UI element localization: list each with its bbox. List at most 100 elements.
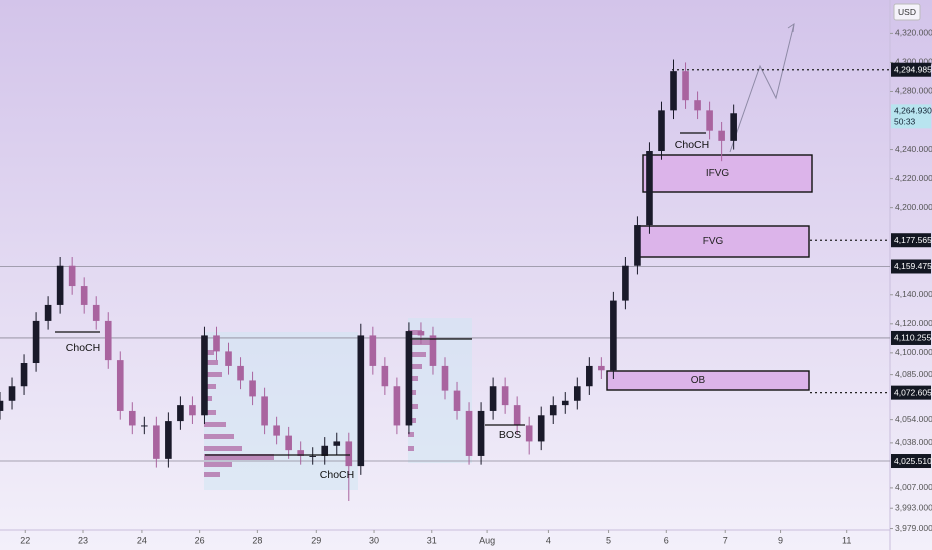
level-label: 4,025.510 bbox=[894, 456, 932, 466]
candle-body bbox=[393, 386, 401, 426]
candle-body bbox=[333, 441, 341, 446]
candle-body bbox=[634, 225, 641, 266]
candle-body bbox=[165, 421, 172, 459]
candle-body bbox=[80, 286, 88, 305]
x-tick-label: 6 bbox=[664, 535, 669, 545]
candle-body bbox=[417, 331, 425, 336]
zone-label: OB bbox=[691, 375, 706, 386]
candle-body bbox=[441, 365, 449, 391]
y-tick-label: 4,280.000 bbox=[895, 86, 932, 96]
level-label: 4,177.565 bbox=[894, 235, 932, 245]
y-tick-label: 4,320.000 bbox=[895, 28, 932, 38]
candle-body bbox=[658, 110, 665, 152]
level-label: 4,072.605 bbox=[894, 387, 932, 397]
y-tick-label: 4,220.000 bbox=[895, 173, 932, 183]
candle-body bbox=[20, 363, 28, 387]
candle-body bbox=[237, 365, 244, 381]
candle-body bbox=[141, 425, 148, 427]
candle-body bbox=[177, 405, 184, 422]
level-label-box bbox=[891, 330, 931, 345]
candle-body bbox=[128, 410, 136, 426]
annotation: ChoCH bbox=[320, 469, 354, 481]
candle-body bbox=[501, 386, 509, 406]
x-tick-label: 5 bbox=[606, 535, 611, 545]
candle-body bbox=[537, 415, 545, 442]
candle-body bbox=[116, 360, 124, 411]
candle-body bbox=[610, 300, 617, 371]
candle-body bbox=[249, 380, 256, 397]
y-tick-label: 3,979.000 bbox=[895, 523, 932, 533]
candle-body bbox=[369, 335, 377, 366]
x-tick-label: 26 bbox=[195, 535, 205, 545]
candle-body bbox=[44, 304, 52, 321]
candle-body bbox=[0, 400, 4, 411]
candle-body bbox=[189, 405, 196, 416]
countdown: 50:33 bbox=[894, 117, 916, 127]
candle-body bbox=[465, 410, 473, 456]
y-tick-label: 3,993.000 bbox=[895, 502, 932, 512]
candle-body bbox=[32, 320, 40, 364]
candle-body bbox=[153, 425, 160, 459]
candle-body bbox=[622, 265, 629, 301]
zone-label: FVG bbox=[703, 236, 724, 247]
candle-body bbox=[8, 386, 16, 401]
x-tick-label: 29 bbox=[311, 535, 321, 545]
level-label: 4,159.475 bbox=[894, 261, 932, 271]
y-tick-label: 4,140.000 bbox=[895, 289, 932, 299]
x-tick-label: 24 bbox=[137, 535, 147, 545]
x-tick-label: 11 bbox=[842, 535, 851, 545]
x-tick-label: Aug bbox=[479, 535, 495, 545]
candle-body bbox=[357, 335, 365, 467]
candle-body bbox=[586, 365, 593, 387]
y-tick-label: 4,300.000 bbox=[895, 57, 932, 67]
projection-path bbox=[729, 23, 795, 153]
y-tick-label: 4,007.000 bbox=[895, 482, 932, 492]
candle-body bbox=[429, 335, 437, 366]
candle-body bbox=[477, 410, 485, 456]
level-label-box bbox=[891, 454, 931, 469]
candle-body bbox=[201, 335, 208, 416]
y-tick-label: 4,038.000 bbox=[895, 437, 932, 447]
candle-body bbox=[405, 331, 413, 426]
y-tick-label: 4,054.000 bbox=[895, 414, 932, 424]
candle-body bbox=[381, 365, 389, 387]
zone bbox=[606, 370, 810, 391]
x-tick-label: 4 bbox=[546, 535, 551, 545]
candle-body bbox=[104, 320, 112, 361]
candle-body bbox=[345, 441, 353, 467]
candle-body bbox=[321, 445, 329, 456]
candle-body bbox=[730, 113, 737, 141]
level-label-box bbox=[891, 233, 931, 248]
candle-body bbox=[682, 71, 689, 101]
current-price-box bbox=[891, 104, 931, 129]
x-tick-label: 7 bbox=[723, 535, 728, 545]
candle-body bbox=[694, 100, 701, 111]
candle-body bbox=[489, 386, 497, 411]
candle-body bbox=[309, 455, 317, 457]
x-tick-label: 28 bbox=[252, 535, 262, 545]
volume-profile bbox=[204, 330, 430, 477]
y-tick-label: 4,100.000 bbox=[895, 347, 932, 357]
candle-body bbox=[213, 335, 220, 352]
candle-body bbox=[598, 365, 605, 371]
level-label-box bbox=[891, 259, 931, 274]
level-label-box bbox=[891, 385, 931, 400]
x-tick-label: 31 bbox=[427, 535, 437, 545]
candle-body bbox=[68, 265, 76, 287]
currency: USD bbox=[898, 7, 916, 17]
candle-body bbox=[549, 405, 557, 416]
current-price-label: 4,264.930 bbox=[894, 106, 932, 116]
annotation: ChoCH bbox=[675, 139, 709, 151]
candle-body bbox=[525, 425, 533, 442]
zone bbox=[636, 225, 810, 258]
projection-arrow bbox=[787, 22, 795, 33]
level-label-box bbox=[891, 62, 931, 77]
candle-body bbox=[297, 450, 304, 456]
candle-body bbox=[646, 151, 653, 226]
candle-body bbox=[718, 130, 725, 141]
x-tick-label: 9 bbox=[778, 535, 783, 545]
annotation: BOS bbox=[499, 429, 521, 441]
volume-profile-box bbox=[408, 318, 472, 463]
